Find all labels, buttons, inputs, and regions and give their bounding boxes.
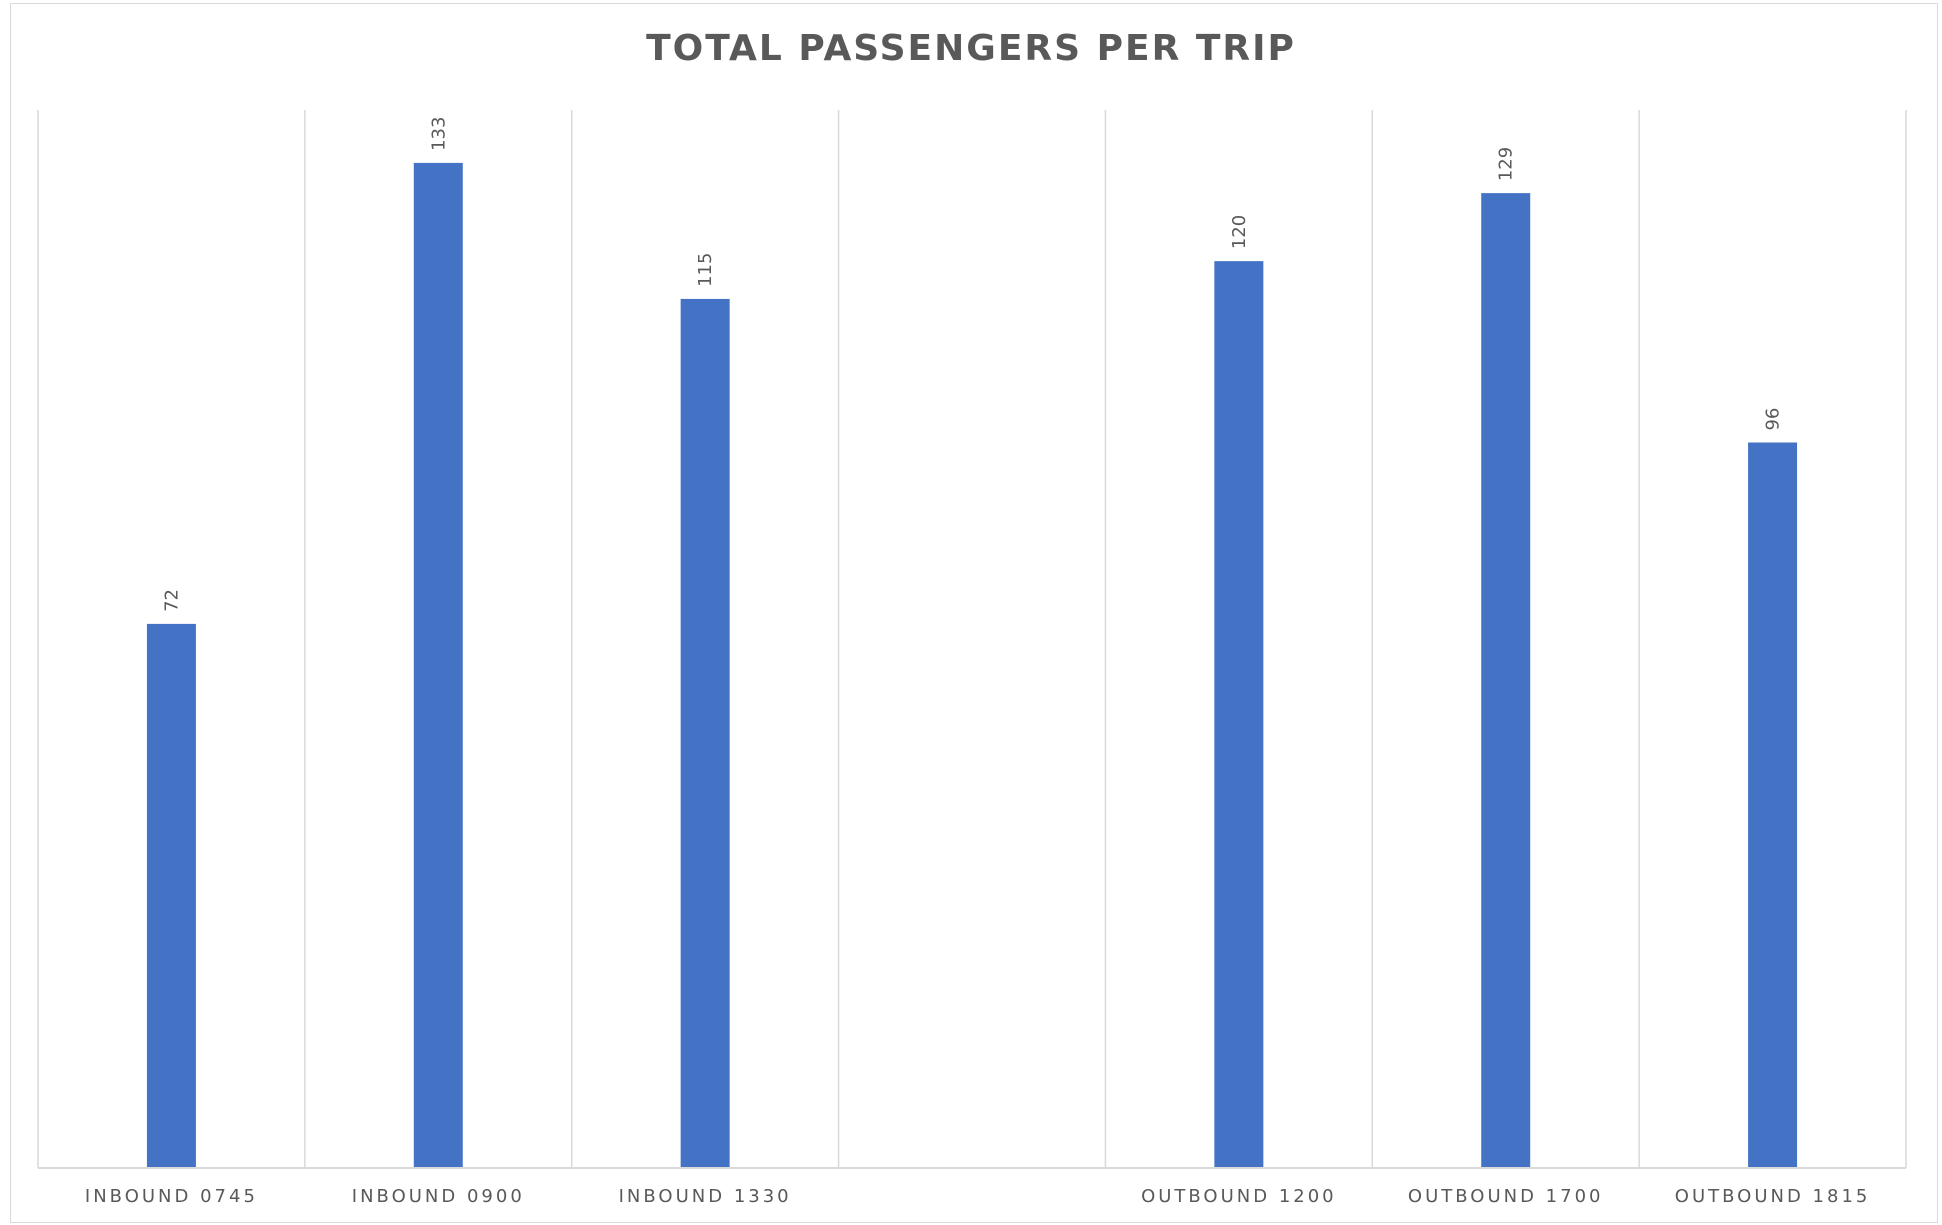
- chart-title: TOTAL PASSENGERS PER TRIP: [646, 28, 1296, 69]
- data-labels: 72 133 115 120 129 96: [161, 117, 1783, 612]
- bar: [146, 623, 196, 1168]
- data-label: 72: [161, 589, 182, 612]
- bar: [1748, 442, 1798, 1168]
- category-label: OUTBOUND 1815: [1675, 1186, 1871, 1207]
- bar: [1214, 261, 1264, 1169]
- category-label: OUTBOUND 1200: [1141, 1186, 1337, 1207]
- data-label: 115: [695, 253, 716, 287]
- bar: [413, 162, 463, 1168]
- bar: [680, 298, 730, 1168]
- gridlines: [37, 110, 1907, 1168]
- bars: [146, 162, 1798, 1169]
- bar: [1481, 193, 1531, 1169]
- data-label: 133: [428, 117, 449, 151]
- category-label: INBOUND 1330: [619, 1186, 792, 1207]
- category-axis: INBOUND 0745 INBOUND 0900 INBOUND 1330 OUTB…: [38, 1167, 1906, 1207]
- data-label: 120: [1229, 215, 1250, 249]
- data-label: 129: [1496, 147, 1517, 181]
- category-label: INBOUND 0745: [85, 1186, 258, 1207]
- category-label: INBOUND 0900: [352, 1186, 525, 1207]
- data-label: 96: [1763, 408, 1784, 431]
- chart-area: [10, 3, 1938, 1223]
- category-label: OUTBOUND 1700: [1408, 1186, 1604, 1207]
